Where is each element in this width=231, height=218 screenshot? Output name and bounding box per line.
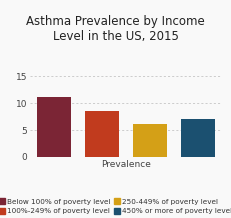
Legend: Below 100% of poverty level, 100%-249% of poverty level, 250-449% of poverty lev: Below 100% of poverty level, 100%-249% o…	[0, 198, 231, 214]
X-axis label: Prevalence: Prevalence	[101, 160, 151, 169]
Bar	[181, 119, 215, 157]
Bar	[37, 97, 71, 157]
Text: Asthma Prevalence by Income
Level in the US, 2015: Asthma Prevalence by Income Level in the…	[26, 15, 205, 43]
Bar	[133, 124, 167, 157]
Bar	[85, 111, 119, 157]
